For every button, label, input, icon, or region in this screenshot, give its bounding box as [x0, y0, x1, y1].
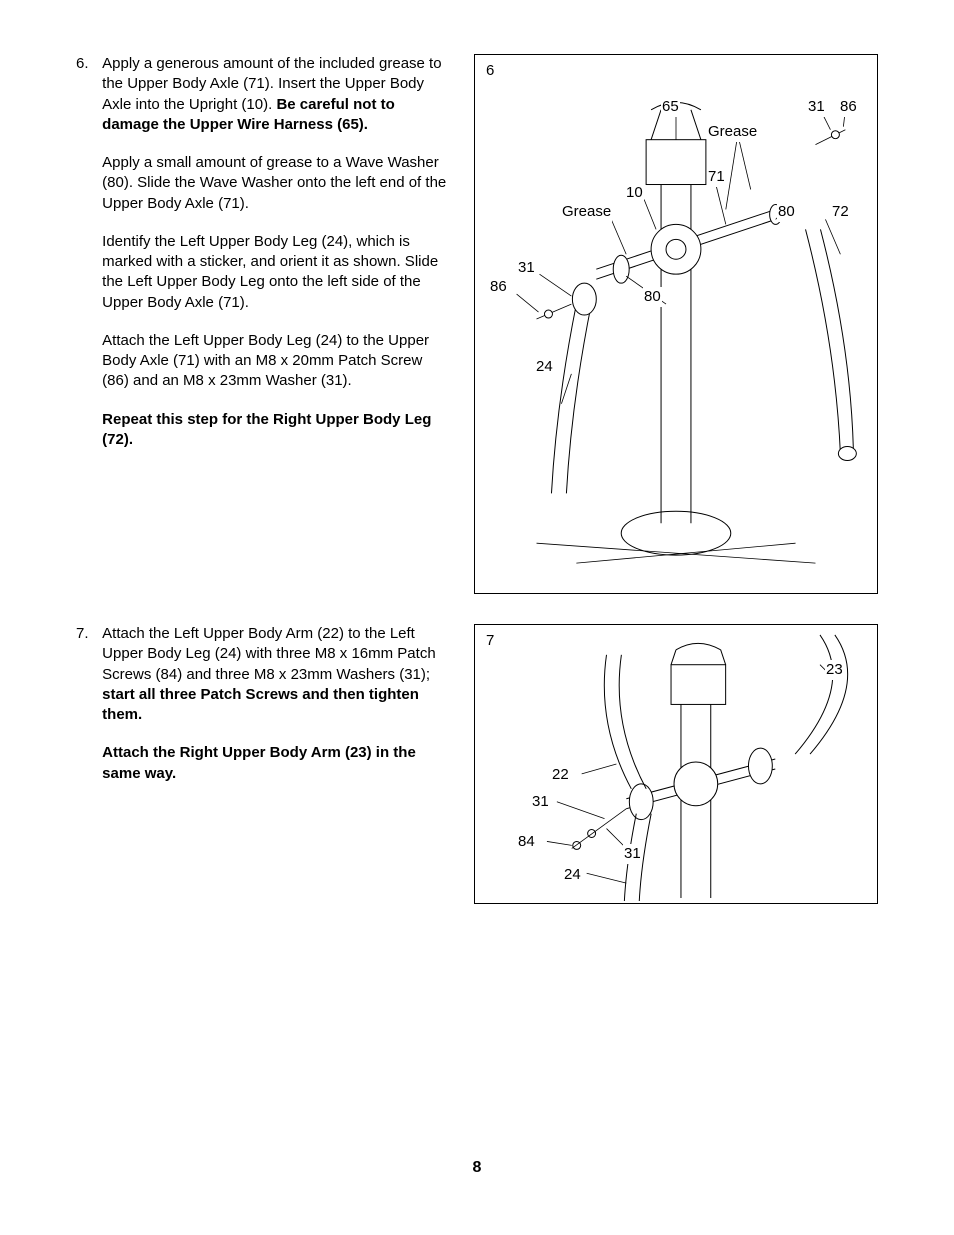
- lbl-80r: 80: [777, 202, 796, 222]
- diagram-7-svg: [475, 625, 877, 903]
- lbl-86r: 86: [839, 97, 858, 117]
- lbl-86l: 86: [489, 277, 508, 297]
- lbl-24-d7: 24: [563, 865, 582, 885]
- lbl-22: 22: [551, 765, 570, 785]
- step-6-row: 6. Apply a generous amount of the includ…: [76, 54, 878, 594]
- lbl-23: 23: [825, 660, 844, 680]
- assembly-page: 6. Apply a generous amount of the includ…: [0, 0, 954, 904]
- step-7-text: 7. Attach the Left Upper Body Arm (22) t…: [76, 624, 456, 784]
- lbl-31b: 31: [623, 844, 642, 864]
- step-7-body: Attach the Left Upper Body Arm (22) to t…: [102, 624, 452, 784]
- lbl-grease-l: Grease: [561, 202, 612, 222]
- step-6-text: 6. Apply a generous amount of the includ…: [76, 54, 456, 450]
- lbl-71: 71: [707, 167, 726, 187]
- diagram-6: 6: [474, 54, 878, 594]
- lbl-31r: 31: [807, 97, 826, 117]
- lbl-31a: 31: [531, 792, 550, 812]
- diagram-7: 7: [474, 624, 878, 904]
- step6-p4: Attach the Left Upper Body Leg (24) to t…: [102, 331, 452, 392]
- lbl-80l: 80: [643, 287, 662, 307]
- step7-p1b: start all three Patch Screws and then ti…: [102, 686, 419, 723]
- step-6-body: Apply a generous amount of the included …: [102, 54, 452, 450]
- lbl-10: 10: [625, 183, 644, 203]
- step7-p2: Attach the Right Upper Body Arm (23) in …: [102, 743, 452, 784]
- lbl-65: 65: [661, 97, 680, 117]
- step7-p1: Attach the Left Upper Body Arm (22) to t…: [102, 624, 452, 725]
- step-7-row: 7. Attach the Left Upper Body Arm (22) t…: [76, 624, 878, 904]
- page-number: 8: [0, 1157, 954, 1179]
- diagram-6-svg: [475, 55, 877, 593]
- lbl-84: 84: [517, 832, 536, 852]
- diagram-7-boxnum: 7: [485, 631, 495, 651]
- step-7-number: 7.: [76, 624, 98, 644]
- lbl-31l: 31: [517, 258, 536, 278]
- diagram-6-boxnum: 6: [485, 61, 495, 81]
- lbl-grease-r: Grease: [707, 122, 758, 142]
- lbl-72: 72: [831, 202, 850, 222]
- step7-p1a: Attach the Left Upper Body Arm (22) to t…: [102, 625, 436, 683]
- step-6-number: 6.: [76, 54, 98, 74]
- lbl-24-d6: 24: [535, 357, 554, 377]
- step6-p3: Identify the Left Upper Body Leg (24), w…: [102, 232, 452, 313]
- step6-p1: Apply a generous amount of the included …: [102, 54, 452, 135]
- step6-p2: Apply a small amount of grease to a Wave…: [102, 153, 452, 214]
- step6-p5: Repeat this step for the Right Upper Bod…: [102, 410, 452, 451]
